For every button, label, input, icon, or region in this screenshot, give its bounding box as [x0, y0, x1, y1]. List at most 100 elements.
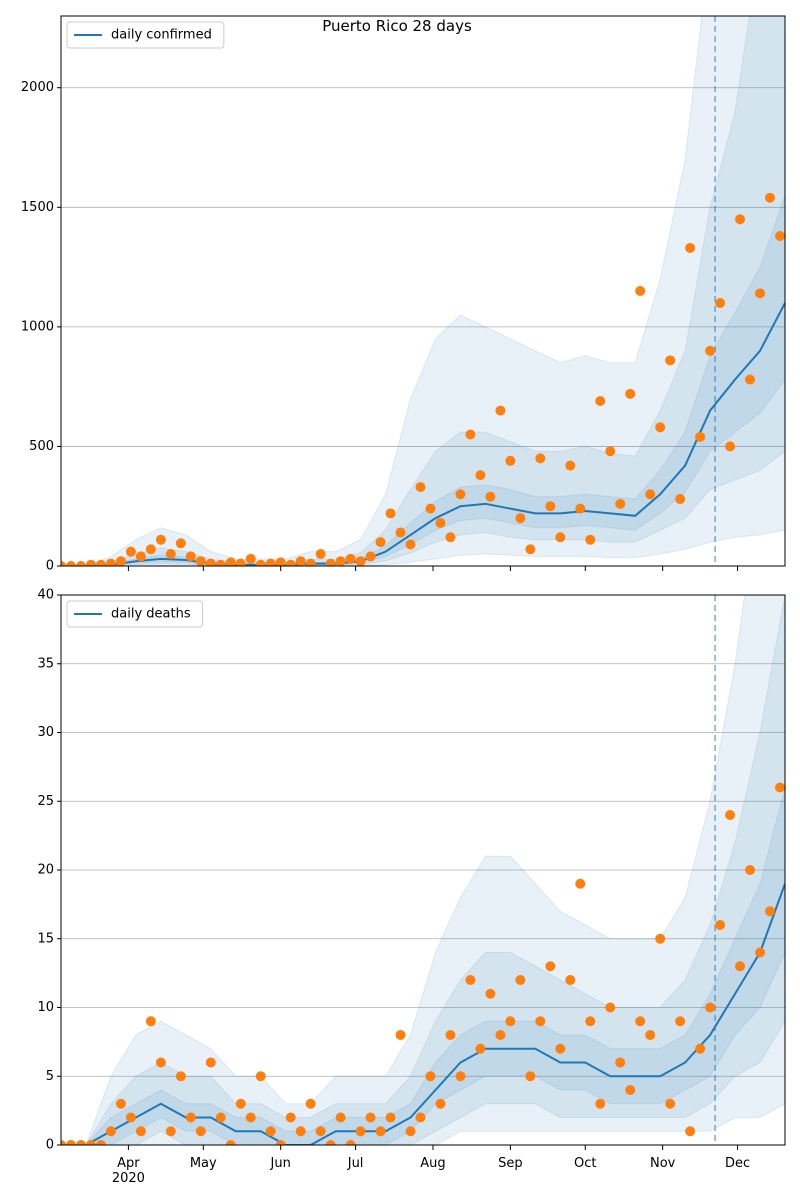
observed-point	[595, 1098, 606, 1109]
observed-point	[625, 1085, 636, 1095]
observed-point	[345, 553, 356, 564]
x-tick-label: Nov	[650, 1156, 676, 1171]
observed-point	[465, 429, 476, 440]
observed-point	[705, 1002, 716, 1013]
observed-point	[715, 920, 726, 930]
observed-point	[115, 556, 126, 566]
observed-point	[125, 1112, 136, 1123]
y-tick-label: 5	[46, 1069, 54, 1084]
observed-point	[615, 1057, 626, 1068]
observed-point	[265, 558, 276, 566]
observed-point	[285, 559, 296, 566]
observed-point	[175, 1071, 186, 1082]
uncertainty-band	[61, 595, 785, 1145]
observed-point	[315, 1126, 326, 1137]
observed-point	[155, 1057, 166, 1068]
observed-point	[61, 1140, 66, 1145]
observed-point	[595, 396, 606, 406]
observed-point	[695, 431, 706, 442]
observed-point	[195, 1126, 206, 1137]
observed-point	[125, 546, 136, 557]
observed-point	[75, 1140, 86, 1145]
observed-point	[735, 961, 746, 972]
observed-point	[275, 557, 286, 566]
observed-point	[135, 1126, 146, 1137]
observed-point	[445, 1030, 456, 1040]
observed-point	[475, 1043, 486, 1054]
observed-point	[215, 1112, 226, 1123]
observed-point	[375, 1126, 386, 1137]
observed-point	[465, 975, 476, 985]
observed-point	[685, 1126, 696, 1137]
y-tick-label: 15	[37, 931, 54, 946]
observed-point	[665, 1098, 676, 1109]
y-tick-label: 1000	[21, 319, 54, 334]
y-tick-label: 1500	[21, 200, 54, 215]
observed-point	[95, 1140, 106, 1145]
series-line	[61, 302, 785, 566]
y-tick-label: 10	[37, 1000, 54, 1015]
observed-point	[335, 556, 346, 566]
observed-point	[65, 1140, 76, 1145]
observed-point	[525, 544, 536, 555]
legend-label: daily deaths	[111, 607, 191, 622]
observed-point	[455, 1071, 466, 1082]
observed-point	[775, 782, 785, 793]
observed-point	[675, 494, 686, 505]
observed-point	[655, 422, 666, 433]
observed-point	[135, 551, 146, 562]
y-tick-label: 0	[46, 1138, 54, 1153]
plot-area	[61, 16, 785, 566]
observed-point	[495, 405, 506, 416]
observed-point	[445, 532, 456, 543]
observed-point	[235, 1098, 246, 1109]
observed-point	[425, 503, 436, 514]
observed-point	[105, 1126, 116, 1137]
observed-point	[545, 961, 556, 972]
observed-point	[725, 441, 736, 452]
observed-point	[515, 975, 526, 985]
uncertainty-band	[61, 787, 785, 1145]
observed-point	[65, 561, 76, 566]
x-tick-label: May	[190, 1156, 217, 1171]
observed-point	[145, 1016, 156, 1027]
observed-point	[475, 470, 486, 481]
observed-point	[625, 388, 636, 399]
observed-point	[495, 1030, 506, 1040]
observed-point	[525, 1071, 536, 1082]
axes-frame	[60, 594, 786, 1146]
y-tick-label: 0	[46, 559, 54, 574]
observed-point	[245, 1112, 256, 1123]
y-tick-label: 20	[37, 863, 54, 878]
observed-point	[335, 1112, 346, 1123]
observed-point	[425, 1071, 436, 1082]
observed-point	[575, 878, 586, 889]
x-tick-label: Oct	[574, 1156, 596, 1171]
observed-point	[545, 501, 556, 512]
observed-point	[645, 489, 656, 500]
observed-point	[115, 1098, 126, 1109]
observed-point	[225, 1140, 236, 1145]
observed-point	[405, 1126, 416, 1137]
observed-point	[165, 1126, 176, 1137]
observed-point	[385, 508, 396, 519]
observed-point	[535, 1016, 546, 1027]
observed-point	[665, 355, 676, 366]
observed-point	[505, 1016, 516, 1027]
observed-point	[725, 810, 736, 820]
x-tick-label: Jun	[270, 1156, 291, 1171]
observed-point	[185, 551, 196, 562]
observed-point	[185, 1112, 196, 1123]
uncertainty-band	[61, 16, 785, 566]
legend-box	[66, 21, 225, 49]
observed-point	[305, 558, 316, 566]
observed-point	[565, 460, 576, 471]
observed-point	[105, 558, 116, 566]
observed-point	[305, 1098, 316, 1109]
observed-point	[455, 489, 466, 500]
observed-point	[315, 549, 326, 560]
observed-point	[205, 558, 216, 566]
axes-frame	[60, 15, 786, 567]
observed-point	[355, 556, 366, 566]
y-tick-label: 2000	[21, 80, 54, 95]
